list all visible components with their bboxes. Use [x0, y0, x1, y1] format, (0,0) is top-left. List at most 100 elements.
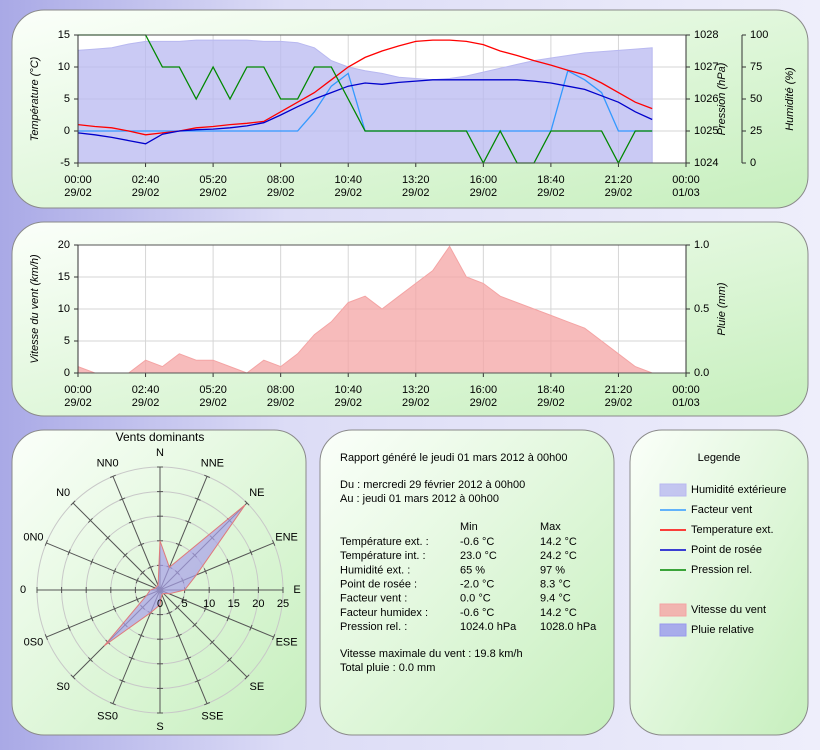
y-tick-label: 15: [58, 271, 70, 283]
radial-tick-label: 25: [277, 598, 289, 610]
direction-label: NE: [249, 487, 264, 499]
radial-tick: [112, 568, 117, 575]
report-from: Du : mercredi 29 février 2012 à 00h00: [340, 479, 525, 491]
row-min: -2.0 °C: [460, 579, 494, 591]
radial-tick: [166, 611, 173, 615]
x-tick-date: 29/02: [267, 397, 295, 409]
x-tick-label: 10:40: [334, 384, 362, 396]
row-max: 14.2 °C: [540, 607, 577, 619]
y-tick-label: 5: [64, 335, 70, 347]
y-tick-label: 25: [750, 125, 762, 137]
x-tick-date: 29/02: [470, 397, 498, 409]
row-max: 1028.0 hPa: [540, 621, 597, 633]
x-tick-date: 29/02: [199, 397, 227, 409]
x-tick-label: 13:20: [402, 384, 430, 396]
row-max: 24.2 °C: [540, 550, 577, 562]
x-tick-date: 01/03: [672, 187, 700, 199]
x-tick-label: 16:00: [470, 384, 498, 396]
radial-tick: [185, 656, 192, 660]
y-tick-label: 1024: [694, 157, 718, 169]
legend-label: Facteur vent: [691, 504, 752, 516]
radial-tick: [194, 497, 201, 501]
legend-swatch: [659, 603, 687, 617]
spoke: [159, 589, 208, 704]
direction-label: ENE: [275, 531, 298, 543]
radial-tick: [272, 634, 276, 641]
x-tick-label: 08:00: [267, 384, 295, 396]
radial-tick: [249, 549, 253, 556]
row-label: Facteur humidex :: [340, 607, 428, 619]
row-min: 23.0 °C: [460, 550, 497, 562]
spoke: [112, 476, 161, 591]
y-tick-label: 1027: [694, 61, 718, 73]
radial-tick: [128, 656, 135, 660]
legend-label: Vitesse du vent: [691, 604, 766, 616]
area: [77, 245, 653, 374]
radial-tick: [244, 674, 250, 680]
y-tick-label: 100: [750, 29, 768, 41]
x-tick-date: 29/02: [470, 187, 498, 199]
y-tick-label: 10: [58, 61, 70, 73]
x-tick-date: 29/02: [402, 187, 430, 199]
x-tick-date: 29/02: [605, 397, 633, 409]
row-max: 14.2 °C: [540, 536, 577, 548]
x-tick-label: 16:00: [470, 174, 498, 186]
x-tick-date: 29/02: [267, 187, 295, 199]
radial-tick: [135, 596, 139, 603]
x-tick-date: 29/02: [64, 187, 92, 199]
y-tick-label: 1028: [694, 29, 718, 41]
row-label: Point de rosée :: [340, 579, 417, 591]
radial-tick: [70, 500, 76, 506]
row-label: Facteur vent :: [340, 593, 407, 605]
column-header: Max: [540, 521, 561, 533]
direction-label: 0N0: [23, 531, 43, 543]
report-title: Rapport généré le jeudi 01 mars 2012 à 0…: [340, 452, 568, 464]
radial-tick: [185, 520, 192, 524]
legend: Legende Humidité extérieure Facteur vent Te…: [659, 452, 786, 637]
x-tick-date: 29/02: [132, 187, 160, 199]
area: [77, 39, 653, 164]
y-tick-label: -5: [60, 157, 70, 169]
axis-title: Pluie (mm): [716, 282, 728, 336]
panel: [319, 429, 615, 736]
radial-tick: [175, 542, 182, 547]
x-tick-date: 29/02: [334, 397, 362, 409]
x-tick-date: 29/02: [402, 397, 430, 409]
legend-label: Humidité extérieure: [691, 484, 786, 496]
x-tick-label: 18:40: [537, 174, 565, 186]
y-tick-label: 10: [58, 303, 70, 315]
spoke: [72, 502, 161, 591]
row-min: -0.6 °C: [460, 536, 494, 548]
radial-tick: [226, 615, 230, 622]
row-label: Humidité ext. :: [340, 564, 410, 576]
radial-tick: [138, 633, 145, 638]
radial-tick-label: 5: [182, 598, 188, 610]
x-tick-date: 29/02: [537, 397, 565, 409]
x-tick-date: 29/02: [132, 397, 160, 409]
direction-label: N: [156, 447, 164, 459]
radial-tick: [109, 474, 116, 478]
axis-title: Vitesse du vent (km/h): [29, 254, 41, 364]
x-tick-label: 21:20: [605, 174, 633, 186]
radial-tick: [135, 577, 139, 584]
y-tick-label: 50: [750, 93, 762, 105]
legend-label: Temperature ext.: [691, 524, 774, 536]
y-tick-label: 1025: [694, 125, 718, 137]
direction-label: N0: [56, 487, 70, 499]
y-tick-label: 20: [58, 239, 70, 251]
spoke: [159, 589, 248, 678]
legend-swatch: [659, 623, 687, 637]
radial-tick: [44, 634, 48, 641]
direction-label: S0: [56, 681, 69, 693]
row-min: 0.0 °C: [460, 593, 491, 605]
radial-tick-label: 0: [157, 598, 163, 610]
radial-tick-label: 15: [228, 598, 240, 610]
direction-label: 0: [20, 584, 26, 596]
radial-tick: [204, 474, 211, 478]
radial-tick: [249, 624, 253, 631]
direction-label: 0S0: [24, 636, 44, 648]
radial-tick: [175, 633, 182, 638]
radial-tick: [226, 558, 230, 565]
spoke: [46, 542, 161, 591]
